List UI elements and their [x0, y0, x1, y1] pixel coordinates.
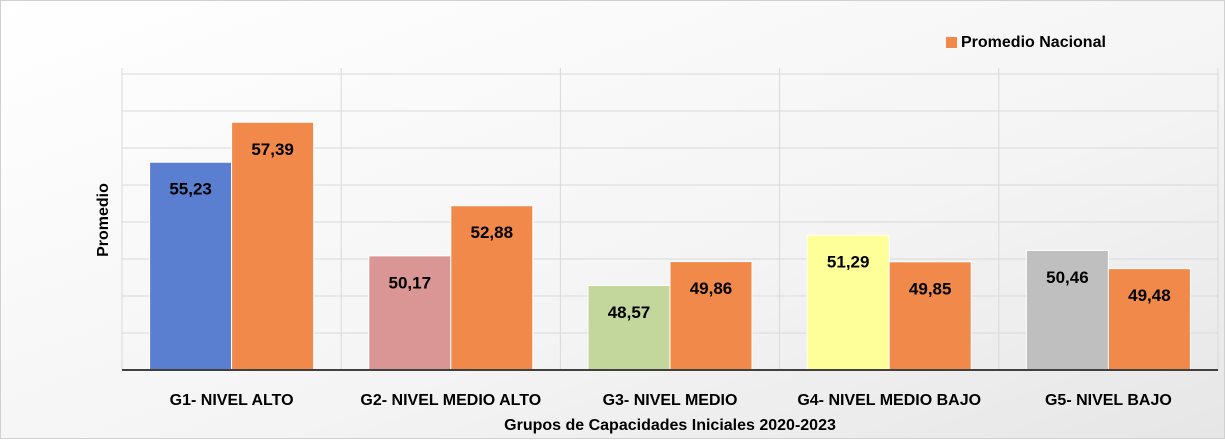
value-label: 49,85	[909, 279, 952, 298]
value-label: 51,29	[827, 253, 870, 272]
legend-swatch	[946, 37, 957, 48]
bar	[450, 205, 534, 371]
bar	[368, 255, 452, 371]
value-label: 52,88	[471, 223, 514, 242]
value-label: 55,23	[169, 180, 212, 199]
bar	[1025, 249, 1109, 371]
y-axis-label: Promedio	[95, 183, 112, 257]
value-label: 49,86	[690, 279, 733, 298]
bar	[1107, 268, 1191, 371]
x-axis-label: Grupos de Capacidades Iniciales 2020-202…	[504, 417, 836, 434]
value-label: 50,17	[389, 273, 432, 292]
value-label: 57,39	[251, 140, 294, 159]
legend-label: Promedio Nacional	[961, 34, 1106, 51]
value-label: 49,48	[1128, 286, 1171, 305]
bar	[669, 261, 753, 371]
bar	[231, 121, 315, 371]
x-tick-label: G4- NIVEL MEDIO BAJO	[797, 392, 981, 409]
x-tick-label: G1- NIVEL ALTO	[170, 392, 294, 409]
value-label: 50,46	[1046, 268, 1089, 287]
bar	[587, 284, 671, 371]
x-tick-label: G3- NIVEL MEDIO	[603, 392, 738, 409]
x-tick-label: G2- NIVEL MEDIO ALTO	[360, 392, 541, 409]
x-tick-label: G5- NIVEL BAJO	[1045, 392, 1172, 409]
value-label: 48,57	[608, 303, 651, 322]
bar	[888, 261, 972, 371]
